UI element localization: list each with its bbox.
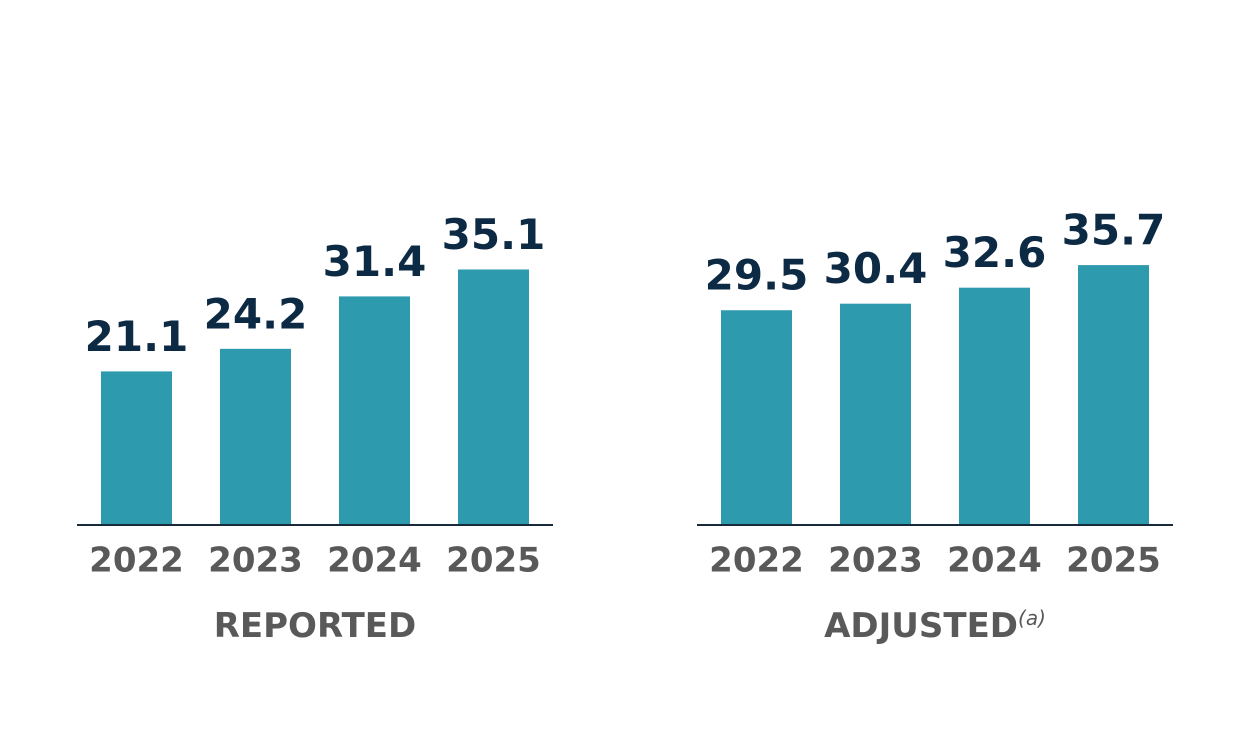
value-label: 35.7	[1062, 206, 1166, 255]
x-tick-label: 2024	[327, 541, 422, 581]
value-label: 30.4	[824, 244, 928, 293]
x-tick-label: 2024	[947, 541, 1042, 581]
bar	[840, 303, 911, 525]
x-axis-label-text: REPORTED	[214, 606, 417, 646]
x-tick-label: 2023	[208, 541, 303, 581]
bar	[220, 348, 291, 525]
bar	[339, 296, 410, 525]
bar	[101, 371, 172, 525]
x-tick-label: 2022	[709, 541, 804, 581]
value-label: 21.1	[85, 312, 189, 361]
x-tick-label: 2023	[828, 541, 923, 581]
x-tick-label: 2025	[1066, 541, 1161, 581]
x-tick-label: 2025	[446, 541, 541, 581]
bar	[959, 287, 1030, 525]
bar	[458, 269, 529, 525]
x-axis-label: REPORTED	[214, 606, 417, 646]
x-axis-label: ADJUSTED(a)	[824, 606, 1046, 646]
value-label: 32.6	[943, 228, 1047, 277]
bar	[721, 310, 792, 525]
value-label: 29.5	[705, 251, 809, 300]
value-label: 31.4	[323, 237, 427, 286]
value-label: 24.2	[204, 289, 308, 338]
x-tick-label: 2022	[89, 541, 184, 581]
bar	[1078, 265, 1149, 525]
x-axis-label-text: ADJUSTED	[824, 606, 1018, 646]
value-label: 35.1	[442, 210, 546, 259]
x-axis-label-note: (a)	[1018, 606, 1046, 630]
